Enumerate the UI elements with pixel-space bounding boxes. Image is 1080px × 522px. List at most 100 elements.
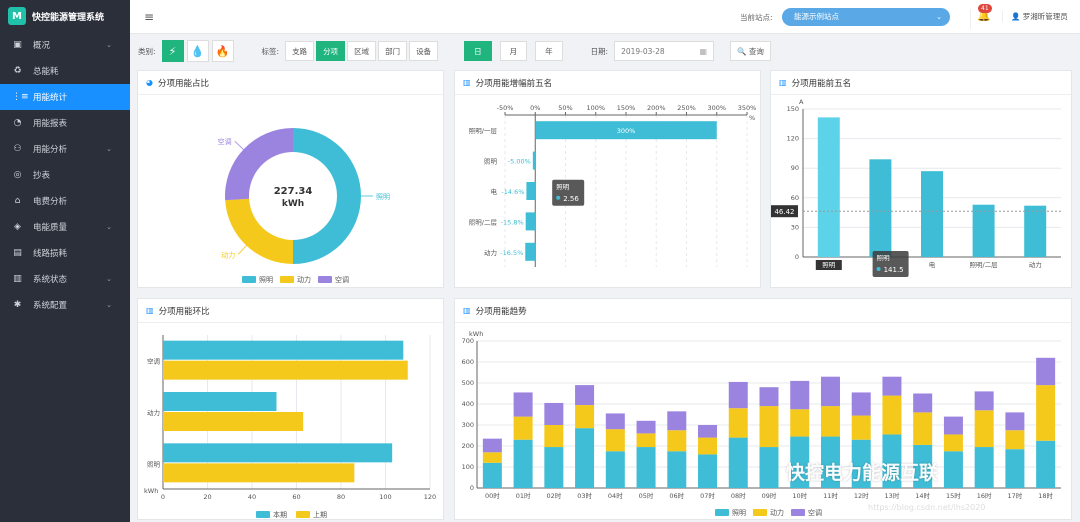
trend-bar-segment[interactable] [728, 408, 748, 438]
sidebar-item[interactable]: ⋮≡ 用能统计 [0, 84, 130, 110]
trend-bar-segment[interactable] [482, 438, 502, 453]
change-bar[interactable] [525, 242, 536, 261]
trend-bar-segment[interactable] [913, 412, 933, 445]
change-bar[interactable] [525, 212, 536, 231]
water-type-button[interactable]: 💧 [186, 40, 209, 62]
tag-button[interactable]: 分项 [316, 41, 346, 61]
period-button[interactable]: 年 [535, 41, 563, 61]
trend-bar-segment[interactable] [943, 451, 963, 488]
trend-bar-segment[interactable] [820, 376, 840, 407]
change-bar[interactable] [526, 182, 536, 200]
trend-bar-segment[interactable] [605, 451, 625, 488]
previous-bar[interactable] [163, 360, 408, 380]
trend-bar-segment[interactable] [544, 402, 564, 425]
period-button[interactable]: 日 [464, 41, 492, 61]
trend-bar-segment[interactable] [913, 393, 933, 413]
trend-bar-segment[interactable] [790, 409, 810, 437]
trend-bar-segment[interactable] [974, 447, 994, 488]
query-button[interactable]: 🔍 查询 [730, 41, 771, 61]
pie-slice[interactable] [225, 198, 293, 264]
sidebar-item[interactable]: ✱ 系统配置 ⌄ [0, 292, 130, 318]
trend-bar-segment[interactable] [513, 439, 533, 488]
sidebar-item[interactable]: ▣ 概况 ⌄ [0, 32, 130, 58]
trend-bar-segment[interactable] [790, 436, 810, 488]
trend-bar-segment[interactable] [728, 437, 748, 488]
menu-toggle-icon[interactable]: ≡ [144, 10, 155, 24]
trend-bar-segment[interactable] [1036, 357, 1056, 386]
trend-bar-segment[interactable] [820, 436, 840, 488]
trend-bar-segment[interactable] [759, 406, 779, 448]
trend-bar-segment[interactable] [482, 452, 502, 463]
trend-bar-segment[interactable] [575, 405, 595, 429]
trend-bar-segment[interactable] [1005, 430, 1025, 450]
sidebar-item[interactable]: ◎ 抄表 [0, 162, 130, 188]
trend-bar-segment[interactable] [943, 416, 963, 435]
top5-bar[interactable] [1024, 205, 1047, 257]
trend-bar-segment[interactable] [882, 395, 902, 435]
sidebar-item[interactable]: ▤ 线路损耗 [0, 240, 130, 266]
period-button[interactable]: 月 [499, 41, 528, 61]
change-bar[interactable] [535, 121, 717, 140]
trend-bar-segment[interactable] [974, 391, 994, 411]
trend-bar-segment[interactable] [759, 447, 779, 488]
trend-bar-segment[interactable] [943, 434, 963, 452]
trend-bar-segment[interactable] [698, 454, 718, 488]
tag-button[interactable]: 支路 [285, 41, 315, 61]
change-bar[interactable] [532, 151, 536, 170]
trend-bar-segment[interactable] [698, 437, 718, 455]
tag-button[interactable]: 部门 [378, 41, 408, 61]
trend-bar-segment[interactable] [513, 416, 533, 440]
top5-bar[interactable] [921, 171, 943, 257]
sidebar-item[interactable]: ◈ 电能质量 ⌄ [0, 214, 130, 240]
top5-bar[interactable] [972, 204, 995, 257]
sidebar-item[interactable]: ◔ 用能报表 [0, 110, 130, 136]
gas-type-button[interactable]: 🔥 [211, 40, 234, 62]
trend-bar-segment[interactable] [667, 430, 687, 452]
top5-bar[interactable] [817, 117, 840, 258]
trend-bar-segment[interactable] [882, 376, 902, 396]
trend-bar-segment[interactable] [667, 411, 687, 431]
user-menu[interactable]: 👤 罗湘昕管理员 [1002, 11, 1068, 22]
pie-slice[interactable] [293, 128, 361, 264]
trend-bar-segment[interactable] [1036, 440, 1056, 488]
trend-bar-segment[interactable] [1005, 449, 1025, 488]
trend-bar-segment[interactable] [1036, 385, 1056, 441]
trend-bar-segment[interactable] [636, 447, 656, 488]
trend-bar-segment[interactable] [605, 413, 625, 430]
tag-button[interactable]: 设备 [409, 41, 439, 61]
trend-bar-segment[interactable] [513, 392, 533, 417]
sidebar-item[interactable]: ▥ 系统状态 ⌄ [0, 266, 130, 292]
trend-bar-segment[interactable] [913, 444, 933, 488]
trend-bar-segment[interactable] [882, 434, 902, 488]
previous-bar[interactable] [163, 412, 304, 431]
trend-bar-segment[interactable] [575, 428, 595, 488]
trend-bar-segment[interactable] [851, 392, 871, 416]
date-input[interactable]: 2019-03-28 ▦ [614, 41, 715, 61]
sidebar-item[interactable]: ⌂ 电费分析 [0, 188, 130, 214]
trend-bar-segment[interactable] [851, 439, 871, 488]
trend-bar-segment[interactable] [667, 451, 687, 488]
trend-bar-segment[interactable] [636, 420, 656, 434]
site-select[interactable]: 能源示例站点 ⌄ [782, 8, 950, 26]
sidebar-item[interactable]: ♻ 总能耗 [0, 58, 130, 84]
trend-bar-segment[interactable] [1005, 412, 1025, 431]
trend-bar-segment[interactable] [759, 387, 779, 407]
trend-bar-segment[interactable] [544, 447, 564, 488]
trend-bar-segment[interactable] [482, 462, 502, 488]
tag-button[interactable]: 区域 [347, 41, 377, 61]
trend-bar-segment[interactable] [544, 425, 564, 448]
electric-type-button[interactable]: ⚡ [161, 40, 184, 62]
pie-slice[interactable] [225, 128, 293, 201]
previous-bar[interactable] [163, 463, 355, 483]
current-bar[interactable] [163, 392, 277, 411]
trend-bar-segment[interactable] [851, 415, 871, 440]
trend-bar-segment[interactable] [728, 381, 748, 409]
top5-bar[interactable] [869, 159, 892, 257]
current-bar[interactable] [163, 443, 393, 463]
trend-bar-segment[interactable] [790, 380, 810, 410]
sidebar-item[interactable]: ⚇ 用能分析 ⌄ [0, 136, 130, 162]
current-bar[interactable] [163, 340, 404, 360]
trend-bar-segment[interactable] [698, 425, 718, 438]
trend-bar-segment[interactable] [974, 410, 994, 448]
trend-bar-segment[interactable] [605, 429, 625, 452]
